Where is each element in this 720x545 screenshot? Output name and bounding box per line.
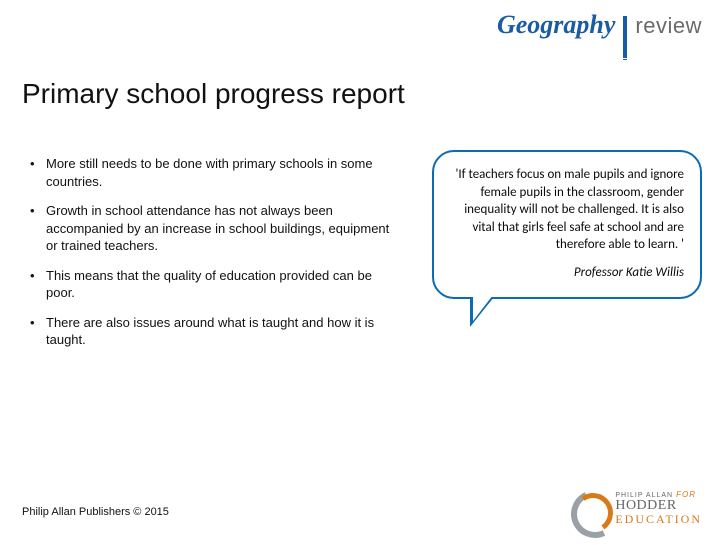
quote-attribution: Professor Katie Willis [450, 264, 684, 282]
quote-callout: 'If teachers focus on male pupils and ig… [432, 150, 702, 299]
list-item: This means that the quality of education… [30, 267, 390, 302]
footer-copyright: Philip Allan Publishers © 2015 [22, 506, 169, 518]
speech-bubble: 'If teachers focus on male pupils and ig… [432, 150, 702, 299]
brand-word-1: Geography [497, 10, 615, 40]
logo-line-2: HODDER [615, 499, 702, 513]
logo-line-3: EDUCATION [615, 513, 702, 525]
brand-word-2: review [635, 13, 702, 39]
brand: Geography review [497, 10, 702, 54]
list-item: Growth in school attendance has not alwa… [30, 202, 390, 255]
bullet-list: More still needs to be done with primary… [30, 155, 390, 361]
header-rule [0, 58, 720, 59]
quote-text: 'If teachers focus on male pupils and ig… [450, 166, 684, 254]
list-item: More still needs to be done with primary… [30, 155, 390, 190]
publisher-logo: PHILIP ALLAN FOR HODDER EDUCATION [571, 490, 702, 526]
logo-line-1b: FOR [676, 490, 696, 499]
list-item: There are also issues around what is tau… [30, 314, 390, 349]
swoosh-icon [571, 490, 607, 526]
header-bar: Geography review [0, 0, 720, 58]
page-title: Primary school progress report [22, 78, 405, 110]
brand-divider [623, 16, 627, 60]
publisher-logo-text: PHILIP ALLAN FOR HODDER EDUCATION [615, 491, 702, 525]
